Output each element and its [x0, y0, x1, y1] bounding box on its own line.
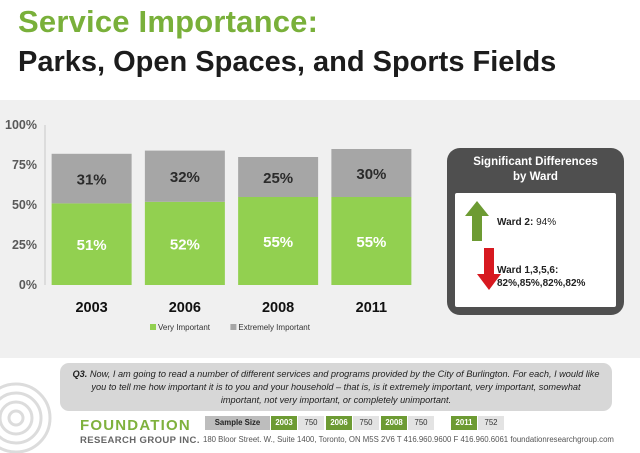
sample-n-2006: 750	[353, 416, 379, 430]
arrow-down-icon	[477, 248, 501, 290]
data-label: 55%	[263, 234, 293, 251]
question-body: Now, I am going to read a number of diff…	[89, 369, 600, 405]
x-tick-label: 2006	[169, 300, 201, 316]
sample-n-2003: 750	[298, 416, 324, 430]
sample-year-2003: 2003	[271, 416, 297, 430]
sample-year-2008: 2008	[381, 416, 407, 430]
page-title: Service Importance:	[18, 4, 319, 39]
y-tick-label: 100%	[5, 118, 37, 132]
company-logo-subtitle: RESEARCH GROUP INC.	[80, 435, 200, 446]
bar-segment	[51, 203, 132, 285]
significant-differences-title: Significant Differences by Ward	[447, 155, 624, 185]
y-tick-label: 75%	[12, 158, 37, 172]
significant-differences-box: Significant Differences by Ward Ward 2: …	[447, 148, 624, 315]
legend-swatch	[230, 324, 237, 330]
bar-segment	[144, 150, 225, 202]
sample-year-2006: 2006	[326, 416, 352, 430]
question-box: Q3. Now, I am going to read a number of …	[60, 363, 612, 411]
x-tick-label: 2008	[262, 300, 294, 316]
data-label: 55%	[356, 234, 386, 251]
bar-segment	[238, 157, 319, 197]
bar-segment	[144, 201, 225, 285]
bar-segment	[51, 153, 132, 204]
legend-swatch	[150, 324, 156, 330]
ward-higher-value: 94%	[536, 217, 557, 228]
company-address: 180 Bloor Street. W., Suite 1400, Toront…	[203, 435, 614, 444]
question-text: Q3. Now, I am going to read a number of …	[70, 368, 602, 407]
ward-higher-text: Ward 2: 94%	[497, 217, 556, 228]
data-label: 30%	[356, 166, 386, 183]
stacked-bar-chart: 0% 25% 50% 75% 100% 51% 31% 2003 52% 32% 2006 55% 25…	[5, 118, 412, 332]
question-number: Q3.	[72, 369, 88, 379]
legend-label: Very Important	[158, 323, 211, 332]
legend-label: Extremely Important	[238, 323, 310, 332]
sample-year-2011: 2011	[451, 416, 477, 430]
sample-n-2011: 752	[478, 416, 504, 430]
bar-segment	[331, 197, 412, 285]
bar-segment	[238, 197, 319, 285]
arrow-up-icon	[465, 201, 489, 241]
company-logo-name: FOUNDATION	[80, 417, 191, 434]
page-subtitle: Parks, Open Spaces, and Sports Fields	[18, 46, 557, 78]
bar-segment	[331, 149, 412, 197]
x-tick-label: 2003	[75, 300, 107, 316]
sig-title-line2: by Ward	[513, 171, 558, 183]
sig-title-line1: Significant Differences	[473, 156, 598, 168]
significant-differences-content: Ward 2: 94% Ward 1,3,5,6: 82%,85%,82%,82…	[455, 193, 616, 307]
y-tick-label: 25%	[12, 238, 37, 252]
ward-lower-values: 82%,85%,82%,82%	[497, 278, 586, 289]
decorative-circles	[0, 382, 52, 453]
x-tick-label: 2011	[356, 300, 387, 316]
data-label: 32%	[170, 169, 200, 186]
y-tick-label: 0%	[19, 278, 37, 292]
data-label: 31%	[77, 172, 107, 189]
data-label: 25%	[263, 170, 293, 187]
sample-n-2008: 750	[408, 416, 434, 430]
data-label: 52%	[170, 236, 200, 253]
y-tick-label: 50%	[12, 198, 37, 212]
ward-lower-label: Ward 1,3,5,6:	[497, 265, 559, 276]
data-label: 51%	[77, 237, 107, 254]
ward-higher-label: Ward 2:	[497, 217, 537, 228]
sample-size-label: Sample Size	[205, 416, 270, 430]
